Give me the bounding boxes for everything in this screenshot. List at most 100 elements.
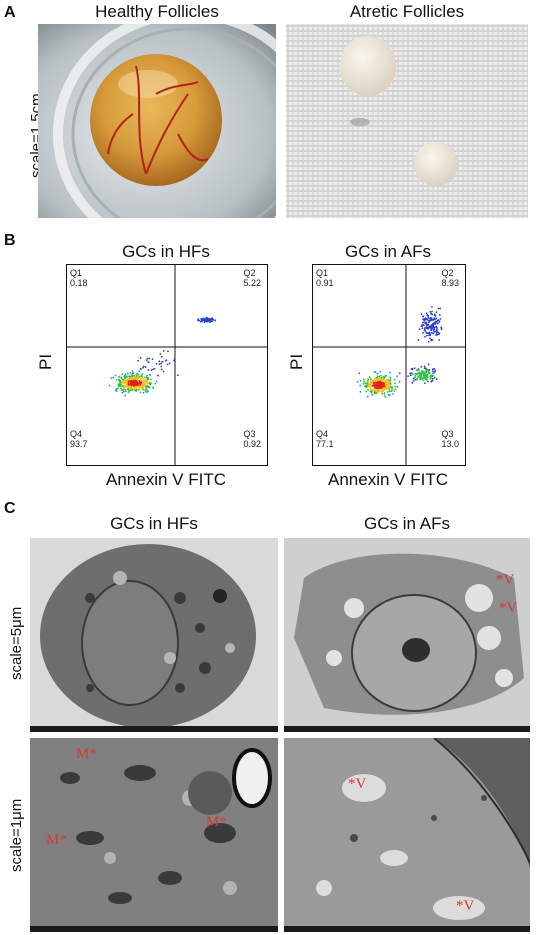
event-dot [423, 382, 426, 385]
event-dot [108, 384, 111, 387]
event-dot [433, 330, 435, 333]
event-dot [415, 378, 418, 381]
event-dot [428, 372, 431, 374]
event-dot [359, 384, 362, 387]
event-dot [115, 390, 118, 392]
event-dot [389, 383, 392, 385]
event-dot [422, 331, 424, 334]
event-dot [377, 390, 380, 393]
event-dot [423, 319, 426, 322]
event-dot [388, 371, 391, 374]
event-dot [146, 389, 149, 392]
event-dot [127, 386, 130, 388]
event-dot [418, 369, 420, 372]
event-dot [427, 380, 429, 383]
event-dot [427, 370, 430, 373]
event-dot [157, 374, 159, 377]
event-dot [129, 371, 132, 374]
event-dot [384, 381, 387, 384]
event-dot [369, 384, 371, 387]
event-dot [145, 386, 148, 389]
event-dot [152, 387, 155, 389]
event-dot [141, 382, 144, 385]
tem-hf-low-mag-image [40, 544, 256, 728]
event-dot [151, 358, 154, 361]
event-dot [374, 384, 377, 387]
event-dot [365, 390, 367, 393]
event-dot [391, 388, 393, 391]
event-dot [423, 329, 426, 332]
event-dot [418, 328, 421, 331]
event-dot [118, 383, 121, 385]
event-dot [393, 382, 396, 385]
event-dot [125, 379, 128, 382]
event-dot [173, 357, 176, 360]
event-dot [133, 388, 135, 390]
event-dot [139, 382, 142, 385]
event-dot [356, 380, 359, 383]
event-dot [134, 385, 137, 388]
event-dot [133, 385, 135, 387]
event-dot [434, 318, 436, 321]
event-dot [376, 372, 379, 375]
event-dot [143, 380, 146, 383]
event-dot [146, 379, 149, 382]
event-dot [146, 357, 149, 360]
healthy-follicles-title: Healthy Follicles [95, 2, 219, 21]
event-dot [431, 339, 434, 341]
event-dot [430, 318, 433, 321]
event-dot [421, 327, 424, 330]
event-dot [137, 359, 140, 362]
event-dot [144, 376, 146, 379]
event-dot [197, 318, 200, 321]
event-dot [379, 370, 382, 373]
event-dot [131, 383, 134, 386]
healthy-follicle-image [38, 24, 276, 218]
event-dot [143, 379, 145, 381]
event-dot [133, 374, 135, 377]
event-dot [168, 362, 171, 365]
event-dot [434, 370, 436, 373]
event-dot [383, 387, 386, 390]
event-dot [423, 327, 426, 330]
event-dot [153, 367, 156, 370]
flow-right-scatter [313, 265, 465, 465]
event-dot [436, 333, 439, 336]
event-dot [387, 388, 389, 390]
event-dot [206, 317, 209, 320]
event-dot [115, 378, 118, 381]
event-dot [429, 378, 432, 380]
event-dot [147, 385, 150, 388]
event-dot [427, 363, 430, 366]
event-dot [438, 320, 441, 323]
atretic-follicle-photo [286, 24, 528, 218]
flow-right-q1: Q1 0.91 [316, 268, 334, 288]
event-dot [431, 379, 434, 382]
event-dot [158, 363, 161, 366]
event-dot [378, 375, 381, 378]
event-dot [421, 378, 424, 381]
event-dot [376, 378, 379, 381]
event-dot [434, 315, 437, 317]
tem-af-low-mag-image [294, 553, 524, 715]
event-dot [396, 375, 399, 378]
event-dot [377, 386, 380, 389]
event-dot [429, 310, 432, 313]
event-dot [409, 372, 412, 375]
event-dot [431, 368, 434, 371]
event-dot [371, 379, 374, 382]
tem-info-bar [284, 726, 530, 732]
event-dot [144, 366, 147, 369]
event-dot [130, 376, 133, 379]
event-dot [359, 390, 362, 393]
event-dot [432, 375, 434, 377]
event-dot [434, 322, 437, 325]
event-dot [365, 386, 367, 388]
event-dot [431, 310, 433, 313]
event-dot [371, 385, 374, 387]
event-dot [440, 326, 443, 329]
event-dot [439, 307, 442, 310]
event-dot [133, 381, 136, 384]
event-dot [431, 370, 434, 372]
event-dot [162, 370, 165, 373]
